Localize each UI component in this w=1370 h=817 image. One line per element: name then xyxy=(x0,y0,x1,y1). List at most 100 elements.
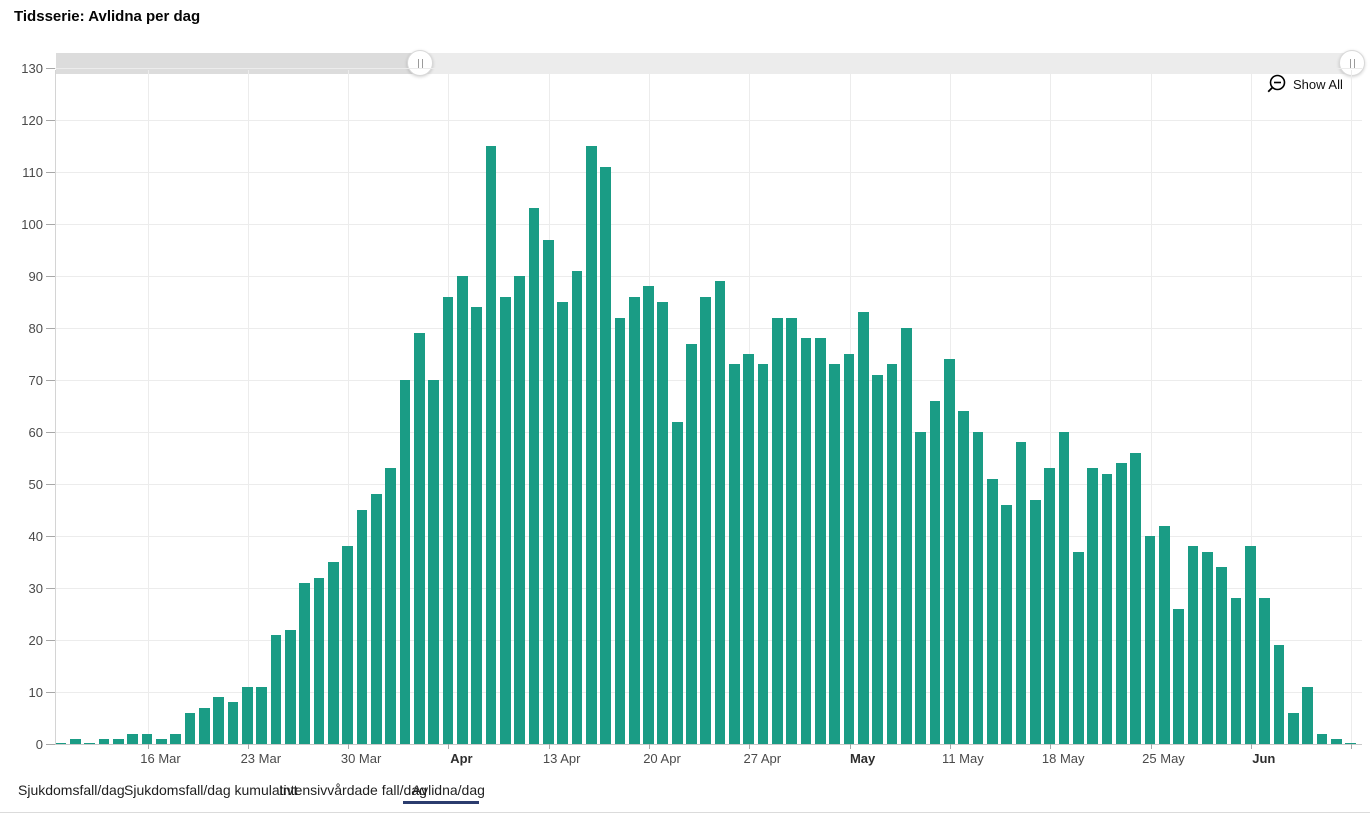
bar[interactable] xyxy=(284,629,296,744)
bar[interactable] xyxy=(1273,645,1285,744)
bar[interactable] xyxy=(1001,504,1013,744)
bar[interactable] xyxy=(972,432,984,744)
bar[interactable] xyxy=(1316,733,1328,744)
bar[interactable] xyxy=(98,738,110,744)
bar[interactable] xyxy=(958,411,970,744)
bar[interactable] xyxy=(113,738,124,744)
bar[interactable] xyxy=(156,738,167,744)
bar[interactable] xyxy=(1187,546,1199,744)
bar[interactable] xyxy=(442,296,454,744)
tab-sjukdomsfall-dag[interactable]: Sjukdomsfall/dag xyxy=(18,782,125,798)
bar[interactable] xyxy=(815,338,826,744)
bar[interactable] xyxy=(485,146,497,744)
bar[interactable] xyxy=(1173,608,1184,744)
tab-intensivvardade-fall-dag[interactable]: Intensivvårdade fall/dag xyxy=(279,782,427,798)
bar[interactable] xyxy=(1029,499,1041,744)
bar[interactable] xyxy=(600,166,611,744)
bar[interactable] xyxy=(743,354,755,744)
bar[interactable] xyxy=(514,276,525,744)
bar[interactable] xyxy=(1302,686,1313,744)
bar[interactable] xyxy=(313,577,325,744)
bar[interactable] xyxy=(342,546,353,744)
bar[interactable] xyxy=(127,733,139,744)
bar[interactable] xyxy=(1144,536,1156,744)
bar[interactable] xyxy=(843,354,855,744)
bar[interactable] xyxy=(1072,551,1084,744)
bar[interactable] xyxy=(585,146,597,744)
tab-avlidna-dag-active[interactable]: Avlidna/dag xyxy=(412,782,485,798)
bar[interactable] xyxy=(786,317,798,744)
bar[interactable] xyxy=(614,317,626,744)
bar[interactable] xyxy=(256,686,268,744)
bar[interactable] xyxy=(829,364,841,744)
bar[interactable] xyxy=(1287,712,1299,744)
bar[interactable] xyxy=(242,686,253,744)
bar[interactable] xyxy=(929,400,941,744)
bar[interactable] xyxy=(1058,432,1070,744)
x-axis-tick xyxy=(348,744,350,749)
bar[interactable] xyxy=(944,359,955,744)
range-scrollbar[interactable] xyxy=(56,50,1365,76)
bar[interactable] xyxy=(141,733,153,744)
bar[interactable] xyxy=(227,702,239,744)
bar[interactable] xyxy=(299,582,311,744)
bar[interactable] xyxy=(657,302,669,744)
bar[interactable] xyxy=(70,738,81,744)
bar[interactable] xyxy=(714,281,726,744)
bar[interactable] xyxy=(1244,546,1256,744)
bar[interactable] xyxy=(757,364,769,744)
bar[interactable] xyxy=(370,494,382,744)
bar[interactable] xyxy=(499,296,511,744)
bar[interactable] xyxy=(901,328,912,744)
bar[interactable] xyxy=(1201,551,1213,744)
bar[interactable] xyxy=(1230,598,1242,744)
bar[interactable] xyxy=(858,312,869,744)
bar[interactable] xyxy=(1345,742,1356,744)
bar[interactable] xyxy=(915,432,927,744)
bar[interactable] xyxy=(428,380,439,744)
bar[interactable] xyxy=(55,742,67,744)
bar[interactable] xyxy=(1259,598,1270,744)
bar[interactable] xyxy=(1158,525,1170,744)
bar[interactable] xyxy=(170,733,182,744)
bar[interactable] xyxy=(729,364,740,744)
bar[interactable] xyxy=(557,302,568,744)
show-all-button[interactable]: Show All xyxy=(1263,71,1345,98)
bar[interactable] xyxy=(356,510,368,744)
bar[interactable] xyxy=(628,296,640,744)
tab-sjukdomsfall-dag-kumulativt[interactable]: Sjukdomsfall/dag kumulativt xyxy=(124,782,298,798)
bar[interactable] xyxy=(643,286,654,744)
bar[interactable] xyxy=(772,317,783,744)
bar[interactable] xyxy=(1216,567,1227,744)
bar[interactable] xyxy=(199,707,210,744)
bar[interactable] xyxy=(671,421,683,744)
bar[interactable] xyxy=(1101,473,1113,744)
bar[interactable] xyxy=(270,634,282,744)
bar[interactable] xyxy=(800,338,812,744)
bar[interactable] xyxy=(385,468,396,744)
bar[interactable] xyxy=(456,276,468,744)
bar[interactable] xyxy=(213,697,225,744)
bar[interactable] xyxy=(1087,468,1098,744)
bar[interactable] xyxy=(399,380,411,744)
bar[interactable] xyxy=(1115,463,1127,744)
bar[interactable] xyxy=(872,374,884,744)
bar[interactable] xyxy=(84,742,96,744)
bar[interactable] xyxy=(1130,452,1141,744)
bar[interactable] xyxy=(686,343,697,744)
bar[interactable] xyxy=(413,333,425,744)
bar[interactable] xyxy=(1044,468,1056,744)
bar[interactable] xyxy=(471,307,482,744)
bar[interactable] xyxy=(700,296,712,744)
scrollbar-left-grip-icon[interactable] xyxy=(407,50,433,76)
bar[interactable] xyxy=(528,208,540,744)
bar[interactable] xyxy=(327,562,339,744)
y-axis-label: 110 xyxy=(22,165,43,180)
bar[interactable] xyxy=(184,712,196,744)
bar[interactable] xyxy=(542,239,554,744)
bar[interactable] xyxy=(886,364,898,744)
bar[interactable] xyxy=(1015,442,1027,744)
bar[interactable] xyxy=(987,478,998,744)
bar[interactable] xyxy=(1330,738,1342,744)
bar[interactable] xyxy=(571,270,583,744)
